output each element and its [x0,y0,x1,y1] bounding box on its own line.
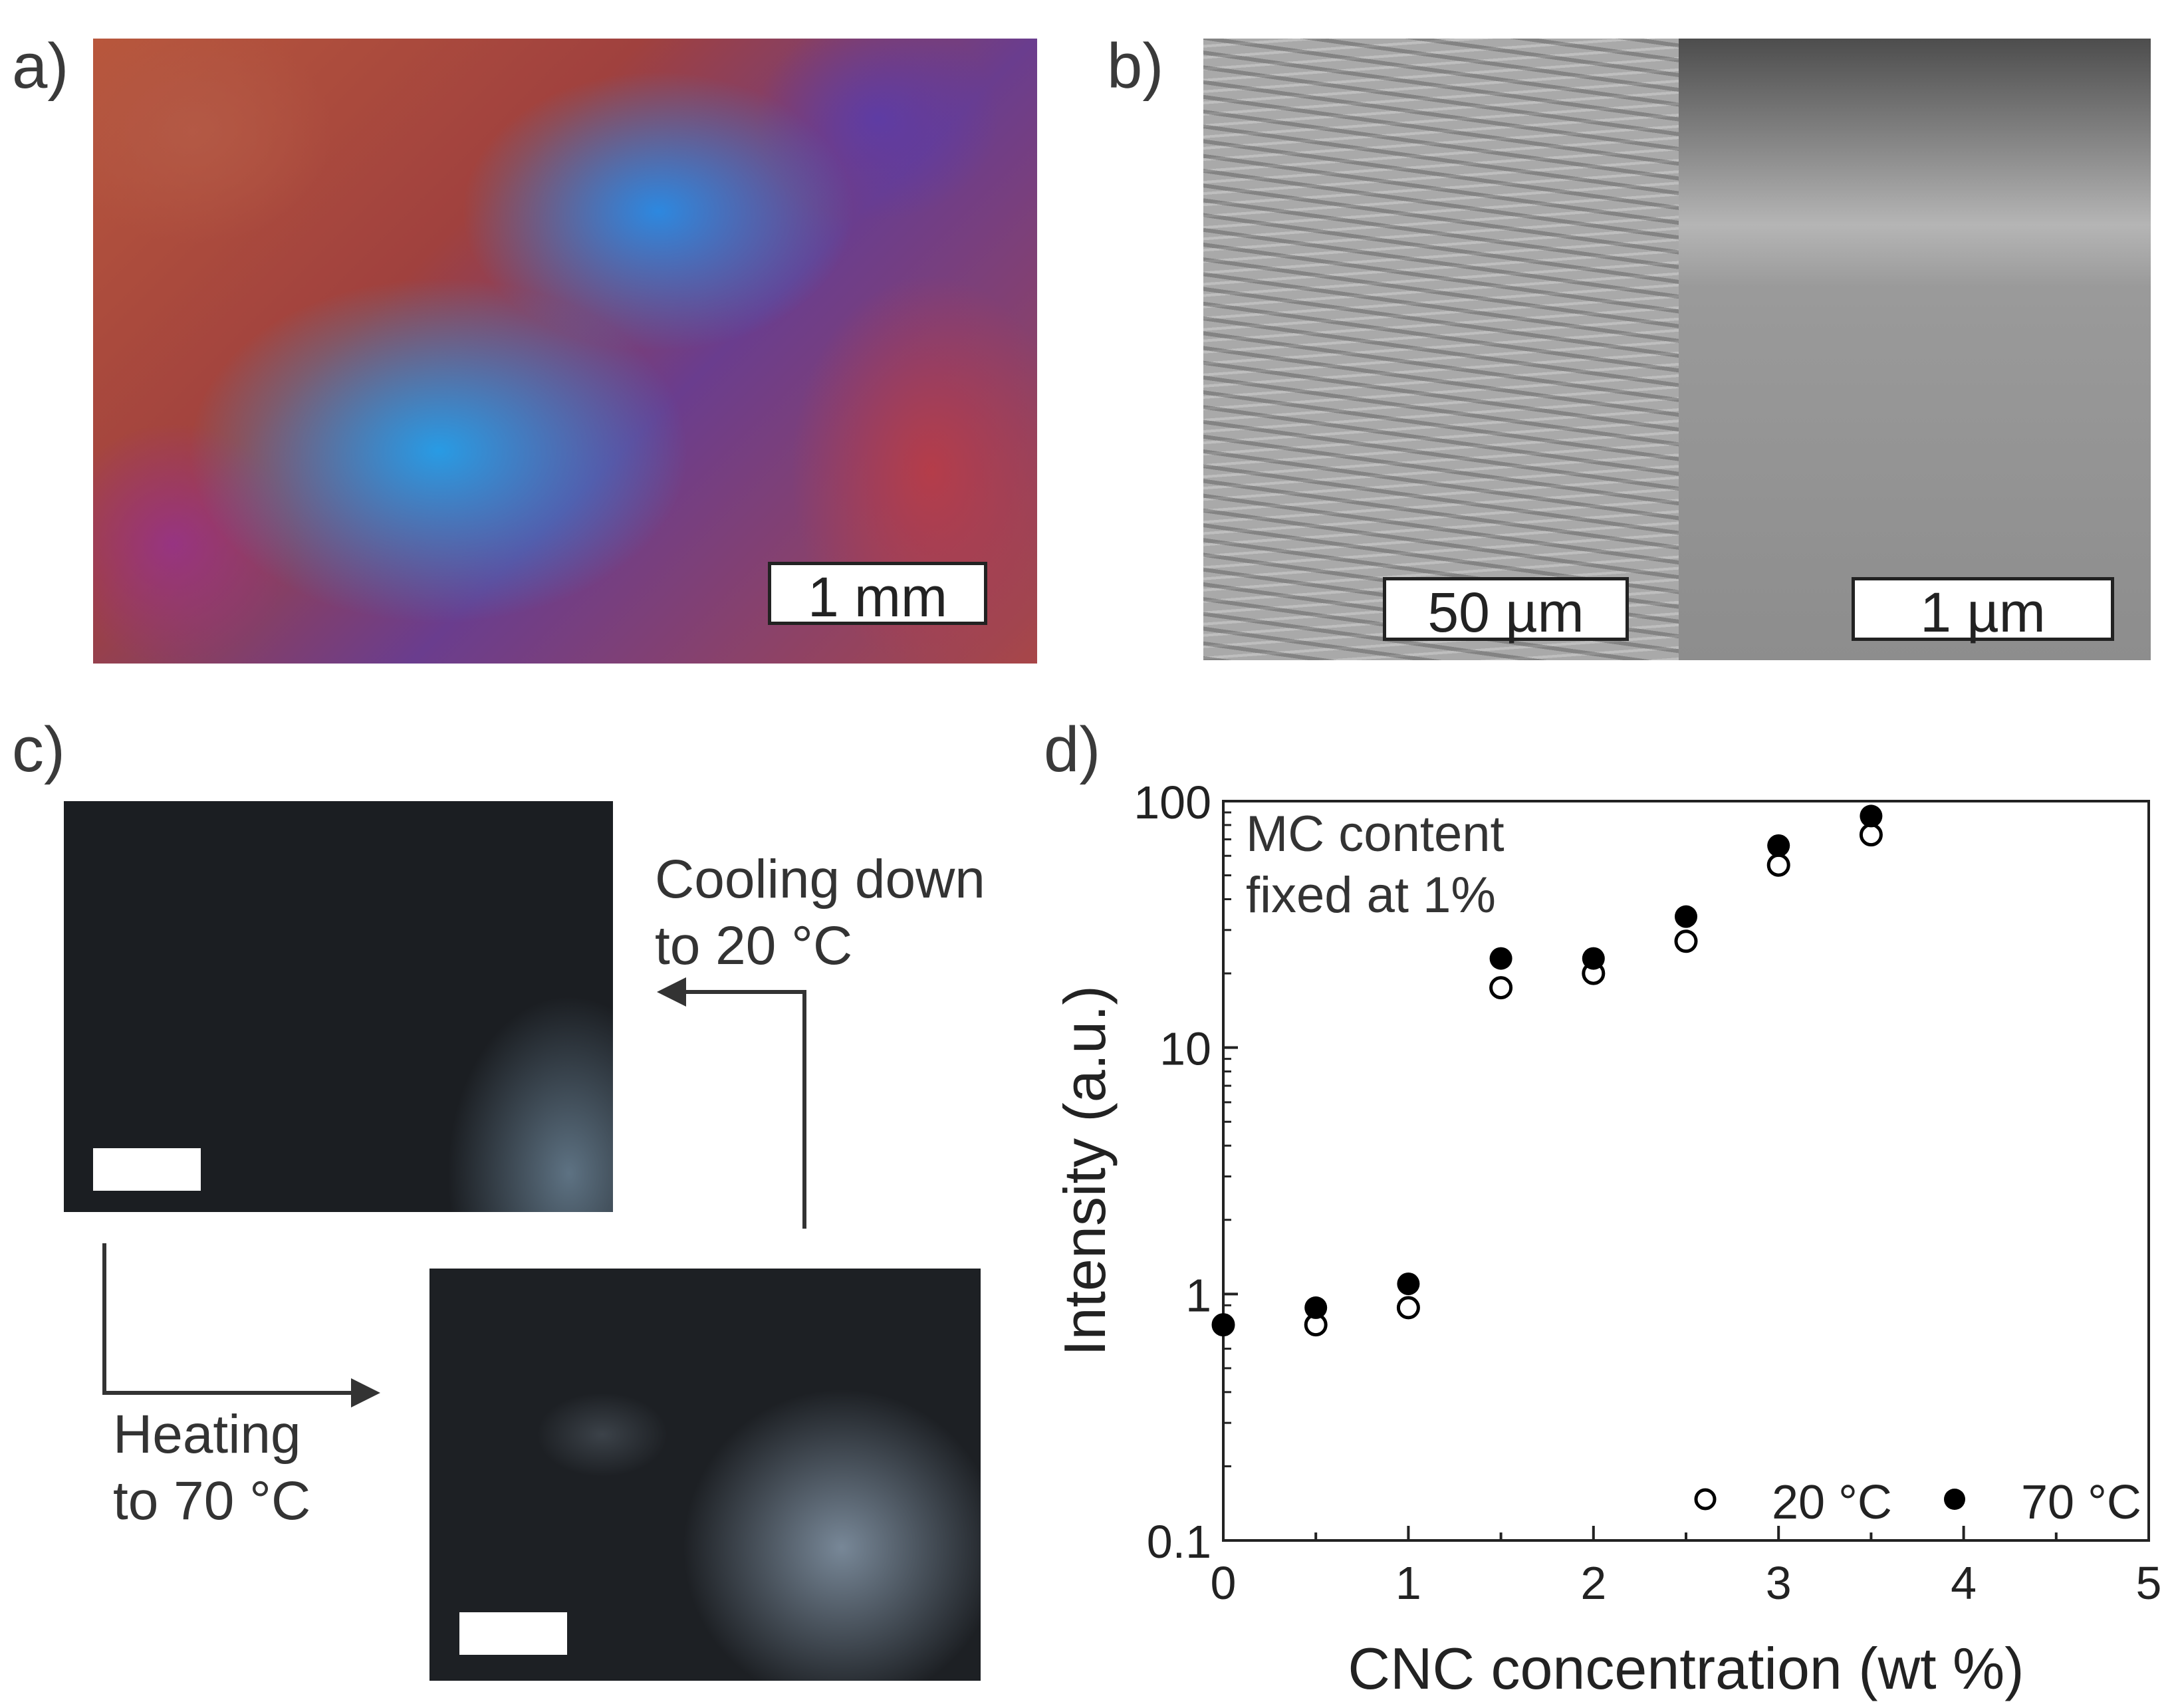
x-tick-label: 2 [1580,1557,1606,1609]
point-70c [1304,1296,1328,1319]
scale-bar-1mm: 1 mm [768,562,987,625]
point-70c [1489,947,1512,970]
point-20c [1396,1296,1420,1320]
heating-arrow [102,1243,359,1395]
point-20c [1859,823,1883,847]
y-tick-label: 0.1 [1147,1516,1211,1568]
y-tick-label: 10 [1159,1023,1211,1075]
scale-bar-heated [459,1612,567,1655]
heating-annotation: Heating to 70 °C [113,1404,311,1531]
point-70c [1767,834,1790,857]
point-20c [1489,976,1513,1000]
polarized-micrograph-image [93,39,1037,664]
heating-arrow-head [351,1378,380,1407]
point-70c [1582,947,1605,970]
x-tick-label: 1 [1395,1557,1421,1609]
point-20c [1766,853,1790,877]
x-axis-label: CNC concentration (wt %) [1348,1636,2024,1701]
annotation-line-2: fixed at 1% [1246,867,1496,923]
cooling-arrow [678,990,806,1229]
y-tick-label: 100 [1134,777,1211,828]
panel-d-label: d) [1044,714,1101,785]
micrograph-cooled [64,801,613,1212]
legend-marker-20c [1694,1488,1717,1511]
x-tick-label: 3 [1766,1557,1792,1609]
y-tick-label: 1 [1185,1269,1211,1321]
point-70c [1860,804,1883,828]
point-70c [1397,1272,1420,1295]
x-tick-label: 4 [1951,1557,1977,1609]
legend-marker-70c [1944,1489,1965,1510]
y-axis-label: Intensity (a.u.) [1052,985,1118,1356]
cooling-annotation: Cooling down to 20 °C [655,849,985,976]
cooling-arrow-head [657,977,686,1007]
point-70c [1675,905,1697,928]
panel-a-label: a) [12,31,69,102]
point-70c [1212,1313,1235,1336]
panel-c-label: c) [12,714,65,785]
scale-bar-50um: 50 µm [1383,577,1629,641]
sem-image-high-mag [1679,39,2151,660]
micrograph-heated [429,1269,981,1681]
sem-image-low-mag [1203,39,1679,660]
scale-bar-1um: 1 µm [1852,577,2114,641]
point-20c [1674,929,1698,953]
annotation-line-1: MC content [1246,806,1505,862]
legend-label-20c: 20 °C [1772,1476,1892,1529]
legend-label-70c: 70 °C [2021,1476,2141,1529]
x-tick-label: 0 [1211,1557,1237,1609]
panel-b-label: b) [1107,31,1164,102]
x-tick-label: 5 [2136,1557,2162,1609]
scale-bar-cooled [93,1148,201,1191]
